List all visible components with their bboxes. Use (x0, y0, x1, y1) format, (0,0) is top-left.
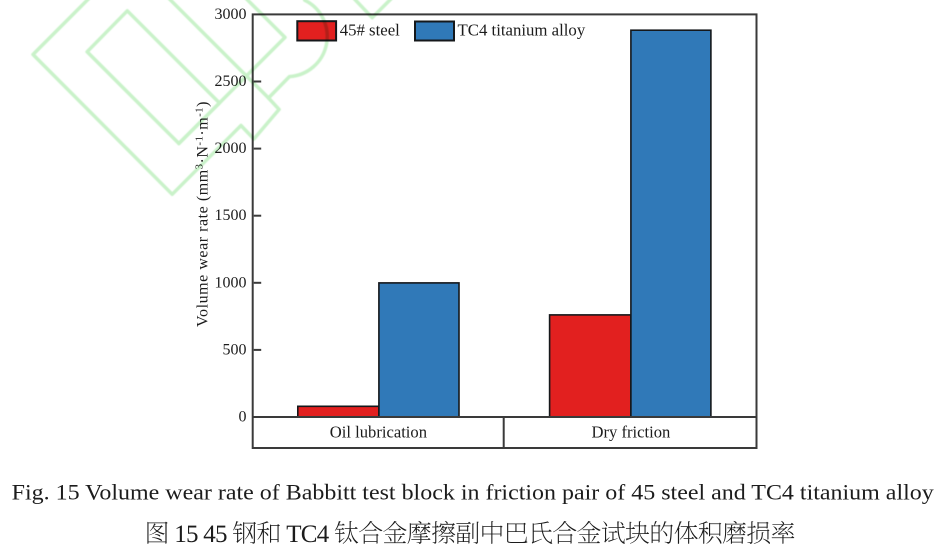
svg-text:TC4 titanium alloy: TC4 titanium alloy (458, 21, 586, 40)
svg-text:Volume wear rate (mm3·N-1·m-1): Volume wear rate (mm3·N-1·m-1) (194, 101, 211, 327)
svg-text:3000: 3000 (215, 6, 247, 23)
svg-text:Oil lubrication: Oil lubrication (330, 423, 428, 442)
svg-text:Dry friction: Dry friction (592, 423, 671, 442)
svg-text:1500: 1500 (215, 207, 247, 224)
svg-text:0: 0 (239, 409, 247, 426)
svg-text:Fig. 15 Volume wear rate of Ba: Fig. 15 Volume wear rate of Babbitt test… (12, 480, 934, 505)
svg-text:45# steel: 45# steel (340, 21, 400, 40)
svg-text:1000: 1000 (215, 274, 247, 291)
svg-text:500: 500 (223, 341, 247, 358)
